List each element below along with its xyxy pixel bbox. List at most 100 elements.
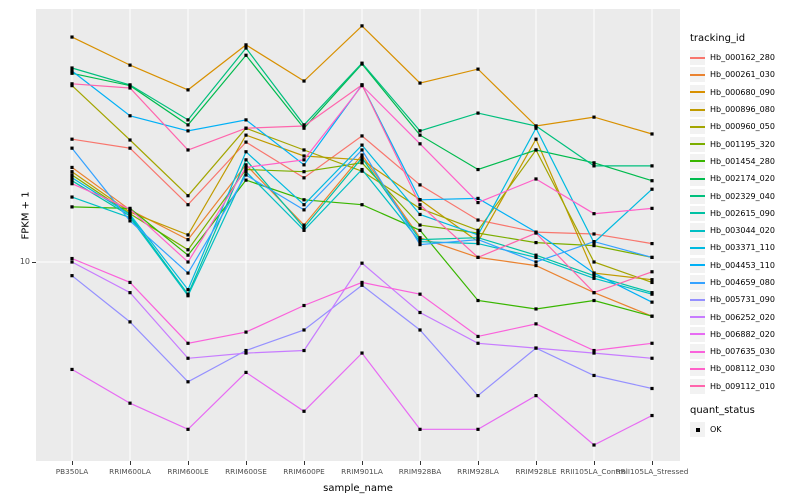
legend-line-icon (690, 350, 705, 353)
legend-entry-label: Hb_000162_280 (710, 53, 775, 63)
data-point (534, 253, 538, 257)
legend-entry-label: Hb_000680_090 (710, 87, 775, 97)
data-point (418, 183, 422, 187)
data-point (360, 280, 364, 285)
legend-key (690, 361, 705, 377)
legend-line-icon (690, 125, 705, 128)
legend-entry: Hb_004659_080 (690, 274, 798, 291)
legend-entry-label: Hb_001195_320 (710, 139, 775, 149)
data-point (70, 176, 74, 180)
data-point (592, 291, 596, 295)
panel-background (36, 9, 680, 461)
x-tick-mark (420, 461, 421, 465)
data-point (360, 148, 364, 152)
data-point (70, 260, 74, 264)
data-point (302, 223, 306, 227)
data-point (650, 413, 654, 418)
data-point (302, 198, 306, 202)
data-point (534, 177, 538, 181)
data-point (476, 236, 480, 240)
legend-key (690, 136, 705, 152)
data-point (418, 310, 422, 315)
x-tick-mark (188, 461, 189, 465)
legend-entry-label: Hb_007635_030 (710, 347, 775, 357)
data-point (244, 173, 248, 177)
data-point (128, 401, 132, 405)
data-point (418, 292, 422, 296)
data-point (360, 203, 364, 207)
legend-key (690, 50, 705, 66)
data-point (302, 328, 306, 332)
data-point (70, 170, 74, 174)
data-point (244, 178, 248, 182)
square-point-icon (695, 427, 700, 432)
legend-entry: Hb_002615_090 (690, 205, 798, 222)
data-point (592, 351, 596, 355)
data-point (70, 367, 74, 372)
legend-key (690, 171, 705, 187)
x-tick-label: RRIM928BA (398, 467, 442, 476)
data-point (360, 351, 364, 355)
data-point (418, 198, 422, 202)
legend-key (690, 223, 705, 239)
data-point (534, 263, 538, 268)
x-tick-mark (594, 461, 595, 465)
data-point (244, 53, 248, 57)
legend-line-icon (690, 143, 705, 146)
data-point (476, 167, 480, 172)
data-point (70, 35, 74, 39)
legend-key (690, 257, 705, 273)
data-point (418, 81, 422, 85)
data-point (70, 82, 74, 86)
data-point (244, 370, 248, 375)
data-point (70, 173, 74, 177)
data-point (534, 346, 538, 350)
data-point (186, 194, 190, 198)
data-point (476, 196, 480, 201)
x-tick-mark (478, 461, 479, 465)
data-point (128, 86, 132, 90)
legend-key (690, 67, 705, 83)
data-point (302, 176, 306, 180)
x-tick-label: RRIM600LA (109, 467, 151, 476)
data-point (534, 255, 538, 260)
data-point (476, 238, 480, 242)
data-point (418, 240, 422, 244)
data-point (418, 238, 422, 242)
legend-entry-label: Hb_000960_050 (710, 122, 775, 132)
data-point (476, 228, 480, 232)
data-point (244, 133, 248, 137)
data-point (244, 140, 248, 144)
data-point (360, 261, 364, 265)
data-point (534, 240, 538, 245)
data-point (70, 182, 74, 186)
data-point (70, 256, 74, 261)
legend-key (690, 119, 705, 135)
data-point (534, 322, 538, 326)
x-tick-label: RRIM928LE (515, 467, 557, 476)
legend-line-icon (690, 264, 705, 267)
data-point (302, 126, 306, 130)
data-point (592, 271, 596, 275)
data-point (186, 294, 190, 298)
data-point (244, 348, 248, 353)
data-point (534, 260, 538, 264)
x-tick-label: RRIM901LA (341, 467, 383, 476)
data-point (650, 280, 654, 285)
data-point (650, 292, 654, 296)
data-point (70, 205, 74, 209)
legend-entry-label: Hb_009112_010 (710, 381, 775, 391)
data-point (650, 206, 654, 210)
data-point (534, 394, 538, 398)
data-point (70, 137, 74, 141)
legend-line-icon (690, 195, 705, 198)
data-point (244, 158, 248, 162)
x-tick-label: RRIM928LA (457, 467, 499, 476)
data-point (360, 169, 364, 173)
data-point (476, 218, 480, 222)
legend-key (690, 240, 705, 256)
data-point (418, 142, 422, 146)
data-point (302, 158, 306, 162)
data-point (650, 164, 654, 168)
data-point (70, 179, 74, 183)
